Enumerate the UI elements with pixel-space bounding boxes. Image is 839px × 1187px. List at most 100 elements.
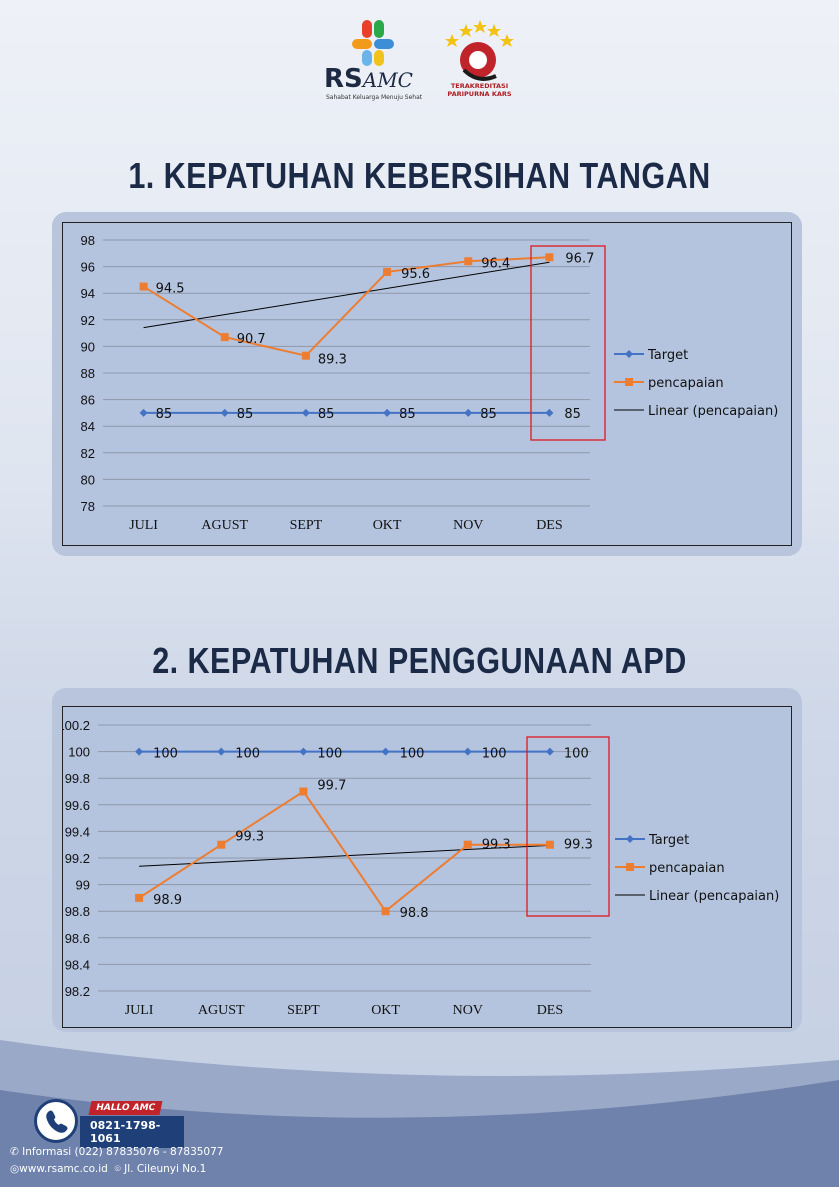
y-tick-label: 98.8 — [65, 904, 90, 919]
x-tick-label: NOV — [453, 518, 483, 533]
y-tick-label: 100 — [68, 745, 90, 760]
x-tick-label: JULI — [125, 1003, 154, 1018]
point-pencapaian — [464, 257, 473, 266]
info-line: ✆ Informasi (022) 87835076 - 87835077 — [10, 1146, 224, 1158]
data-label: 90.7 — [237, 332, 266, 347]
point-target — [464, 408, 473, 417]
data-label: 94.5 — [156, 282, 185, 297]
data-label: 99.7 — [317, 779, 346, 794]
point-target — [299, 747, 308, 756]
point-pencapaian — [135, 893, 144, 902]
x-tick-label: JULI — [129, 518, 158, 533]
point-pencapaian — [299, 787, 308, 796]
point-target — [463, 747, 472, 756]
background-wave — [0, 1040, 839, 1187]
y-tick-label: 99.2 — [65, 851, 90, 866]
kars-logo: TERAKREDITASI PARIPURNA KARS — [442, 20, 517, 105]
data-label: 96.4 — [481, 256, 510, 271]
y-tick-label: 92 — [81, 313, 95, 328]
legend-marker — [626, 863, 634, 871]
data-label: 96.7 — [565, 251, 594, 266]
chart1-svg: 78 80 82 84 86 88 90 92 94 96 98 JULI AGUST SEPT OKT NO… — [81, 233, 779, 533]
rsamc-logo: RSAMC Sahabat Keluarga Menuju Sehat — [318, 18, 428, 108]
highlight-box — [530, 245, 606, 441]
y-tick-label: 94 — [81, 286, 95, 301]
legend-marker — [625, 350, 633, 358]
x-tick-label: DES — [536, 518, 562, 533]
header: RSAMC Sahabat Keluarga Menuju Sehat TERA… — [0, 0, 839, 120]
legend-label: Target — [648, 833, 689, 848]
y-tick-label: 99.8 — [65, 771, 90, 786]
y-tick-label: 88 — [81, 366, 95, 381]
x-tick-label: AGUST — [201, 518, 248, 533]
legend-label: pencapaian — [648, 376, 724, 391]
x-tick-label: OKT — [371, 1003, 400, 1018]
data-label: 85 — [318, 407, 335, 422]
data-label: 99.3 — [564, 838, 593, 853]
section1-title: 1. KEPATUHAN KEBERSIHAN TANGAN — [128, 155, 711, 196]
y-tick-label: 98.4 — [65, 957, 90, 972]
data-label: 100 — [317, 747, 342, 762]
data-label: 100 — [235, 747, 260, 762]
x-tick-label: OKT — [373, 518, 402, 533]
section2-title: 2. KEPATUHAN PENGGUNAAN APD — [152, 640, 687, 681]
trendline-linear-pencapaian — [143, 261, 550, 329]
y-tick-label: 99 — [76, 878, 90, 893]
y-tick-label: 98.6 — [65, 931, 90, 946]
y-tick-label: 98.2 — [65, 984, 90, 999]
point-pencapaian — [220, 333, 229, 342]
chart2-area: 98.2 98.4 98.6 98.8 99 99.2 99.4 99.6 99.8 100 100… — [57, 706, 792, 1028]
point-pencapaian — [545, 253, 554, 262]
y-tick-label: 90 — [81, 339, 95, 354]
point-target — [545, 747, 554, 756]
y-tick-label: 99.6 — [65, 798, 90, 813]
data-label: 89.3 — [318, 353, 347, 368]
globe-icon: ◎ — [10, 1163, 20, 1175]
cross-icon — [352, 20, 394, 66]
point-target — [217, 747, 226, 756]
data-label: 98.8 — [400, 906, 429, 921]
y-tick-label: 98 — [81, 233, 95, 248]
phone-small-icon: ✆ — [10, 1146, 19, 1158]
point-pencapaian — [545, 840, 554, 849]
series-line-pencapaian — [143, 256, 550, 357]
x-tick-label: SEPT — [290, 518, 323, 533]
y-tick-label: 96 — [81, 260, 95, 275]
trendline-linear-pencapaian — [139, 844, 550, 867]
legend-marker — [625, 378, 633, 386]
point-pencapaian — [139, 282, 148, 291]
data-label: 98.9 — [153, 893, 182, 908]
point-target — [381, 747, 390, 756]
hallo-label: HALLO AMC — [88, 1101, 163, 1115]
point-target — [135, 747, 144, 756]
highlight-box — [526, 736, 610, 917]
point-target — [301, 408, 310, 417]
kars-caption: TERAKREDITASI PARIPURNA KARS — [447, 82, 512, 98]
data-label: 85 — [399, 407, 416, 422]
logo-tagline: Sahabat Keluarga Menuju Sehat — [326, 94, 423, 101]
point-pencapaian — [383, 267, 392, 276]
data-label: 95.6 — [401, 267, 430, 282]
legend-marker — [626, 835, 634, 843]
web-link[interactable]: www.rsamc.co.id — [19, 1163, 108, 1175]
point-pencapaian — [381, 907, 390, 916]
hallo-number[interactable]: 0821-1798-1061 — [80, 1116, 184, 1148]
data-label: 85 — [156, 407, 173, 422]
point-pencapaian — [463, 840, 472, 849]
kars-emblem-icon — [445, 20, 514, 81]
y-tick-label: 78 — [81, 499, 95, 514]
data-label: 99.3 — [482, 838, 511, 853]
y-tick-label: 99.4 — [65, 824, 90, 839]
data-label: 100 — [400, 747, 425, 762]
point-pencapaian — [301, 351, 310, 360]
data-label: 85 — [564, 407, 581, 422]
data-label: 100 — [153, 747, 178, 762]
x-tick-label: AGUST — [198, 1003, 245, 1018]
x-tick-label: DES — [537, 1003, 563, 1018]
phone-icon — [34, 1099, 78, 1143]
x-tick-label: NOV — [453, 1003, 483, 1018]
data-label: 99.3 — [235, 830, 264, 845]
legend-label: Linear (pencapaian) — [648, 404, 778, 419]
legend-label: Linear (pencapaian) — [649, 889, 779, 904]
y-tick-label: 86 — [81, 393, 95, 408]
